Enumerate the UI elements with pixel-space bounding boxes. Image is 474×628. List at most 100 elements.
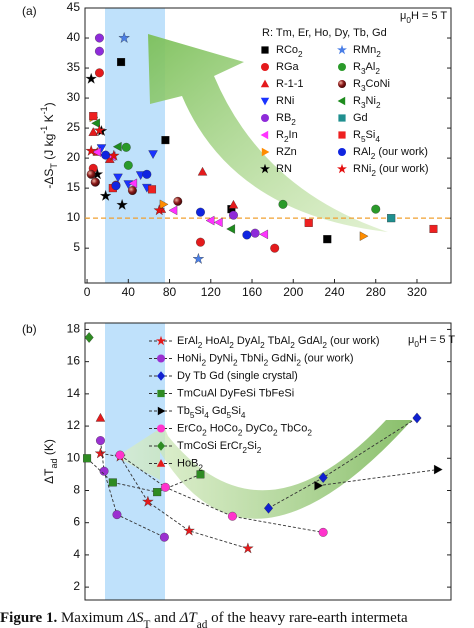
text-segment: -ΔS — [42, 169, 56, 189]
marker — [91, 118, 100, 129]
marker — [226, 224, 235, 234]
series-line — [317, 469, 438, 487]
legend-label: RGa — [276, 61, 300, 73]
marker — [250, 228, 260, 238]
y-tick-label: 16 — [67, 354, 81, 368]
marker — [159, 532, 169, 542]
y-tick-label: 20 — [67, 150, 81, 164]
text-segment: ad — [49, 458, 59, 468]
marker — [95, 412, 106, 422]
legend-label: RN — [276, 163, 292, 175]
legend-label: RB2 — [276, 112, 296, 127]
marker — [314, 480, 324, 491]
legend-marker — [261, 46, 269, 54]
text-segment: -1 — [39, 126, 49, 134]
marker — [229, 210, 238, 220]
legend-marker — [157, 354, 165, 363]
text-segment: and — [150, 610, 179, 626]
text-segment: T — [49, 163, 59, 169]
marker — [123, 160, 133, 170]
marker — [227, 511, 237, 521]
text-segment: T — [144, 619, 151, 628]
y-tick-label: 6 — [73, 515, 80, 529]
marker — [88, 127, 99, 136]
legend-marker — [337, 96, 346, 106]
legend-marker — [157, 406, 166, 416]
x-tick-label: 240 — [324, 285, 344, 299]
legend-marker — [261, 114, 269, 122]
legend-marker — [156, 459, 166, 467]
marker — [84, 332, 94, 343]
y-axis-title: ΔTad (K) — [42, 439, 59, 484]
y-tick-label: 30 — [67, 90, 81, 104]
series-line — [86, 457, 201, 493]
marker — [242, 542, 254, 554]
marker — [93, 124, 106, 136]
legend-marker — [337, 163, 347, 174]
series-line — [100, 440, 165, 538]
legend-label: HoNi2 DyNi2 TbNi2 GdNi2 (our work) — [177, 352, 354, 367]
marker — [278, 199, 288, 209]
text-segment: ad — [197, 619, 208, 628]
legend-label: RNi2 (our work) — [353, 163, 429, 178]
text-segment: (J kg — [42, 134, 56, 163]
y-tick-label: 45 — [67, 0, 81, 14]
legend-label: TmCoSi ErCr2Si2 — [177, 440, 262, 455]
marker — [108, 149, 120, 161]
legend-marker — [157, 371, 165, 381]
legend-label: R3CoNi — [353, 78, 390, 93]
marker — [115, 450, 125, 460]
marker — [85, 72, 97, 84]
y-tick-label: 15 — [67, 180, 81, 194]
legend-label: HoB2 — [177, 457, 203, 472]
marker — [142, 169, 152, 179]
text-segment: ΔS — [126, 610, 144, 626]
y-tick-label: 10 — [67, 210, 81, 224]
y-tick-label: 12 — [67, 418, 81, 432]
marker — [196, 207, 205, 217]
x-tick-label: 160 — [242, 285, 262, 299]
marker — [168, 205, 178, 216]
legend-label: Gd — [353, 112, 368, 124]
marker — [147, 185, 157, 194]
marker — [196, 470, 205, 479]
legend-label: RZn — [276, 146, 297, 158]
marker — [121, 142, 131, 152]
series-line — [119, 454, 324, 533]
marker — [85, 144, 97, 156]
y-tick-label: 25 — [67, 120, 81, 134]
x-tick-label: 0 — [84, 285, 91, 299]
marker — [148, 150, 158, 159]
text-segment: ) — [42, 102, 56, 106]
marker — [94, 447, 107, 459]
marker — [94, 46, 104, 56]
text-segment: K — [42, 114, 56, 125]
legend-marker — [338, 131, 346, 139]
marker — [429, 224, 438, 233]
x-tick-label: 320 — [407, 285, 427, 299]
marker — [153, 204, 166, 216]
marker — [92, 147, 101, 157]
annotation: μ0H = 5 T — [408, 334, 455, 349]
marker — [108, 478, 117, 487]
marker — [173, 196, 183, 206]
text-segment: -1 — [39, 106, 49, 114]
marker — [196, 237, 205, 247]
marker — [434, 464, 443, 475]
marker — [117, 58, 126, 67]
legend-marker — [261, 63, 269, 71]
x-tick-label: 280 — [366, 285, 386, 299]
marker — [205, 215, 215, 226]
legend-title: R: Tm, Er, Ho, Dy, Tb, Gd — [262, 27, 387, 39]
marker — [96, 436, 105, 446]
marker — [83, 454, 92, 463]
legend-label: R3Ni2 — [353, 95, 381, 110]
legend-marker — [337, 44, 347, 55]
marker — [142, 495, 154, 507]
legend-label: TmCuAl DyFeSi TbFeSi — [177, 387, 294, 399]
marker — [101, 150, 111, 160]
x-tick-label: 80 — [163, 285, 177, 299]
marker — [359, 231, 369, 241]
text-segment: ΔT — [42, 468, 56, 484]
